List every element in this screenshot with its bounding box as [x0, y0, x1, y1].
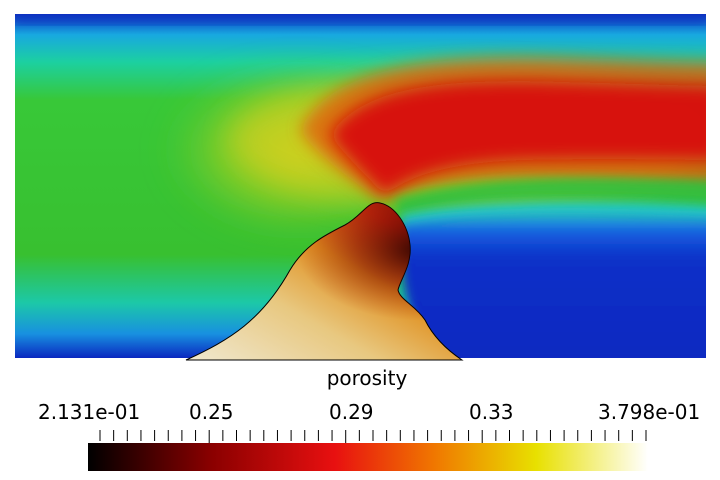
colorbar-gradient: [88, 443, 648, 471]
colorbar-label-max: 3.798e-01: [598, 400, 701, 424]
colorbar-label-0-29: 0.29: [329, 400, 374, 424]
colorbar-label-0-25: 0.25: [189, 400, 234, 424]
colorbar-ticks: [99, 430, 647, 452]
flow-field-plot: [15, 14, 706, 361]
colorbar-label-0-33: 0.33: [469, 400, 514, 424]
colorbar-title: porosity: [326, 366, 408, 390]
flow-domain: [15, 14, 706, 358]
colorbar-label-min: 2.131e-01: [38, 400, 141, 424]
